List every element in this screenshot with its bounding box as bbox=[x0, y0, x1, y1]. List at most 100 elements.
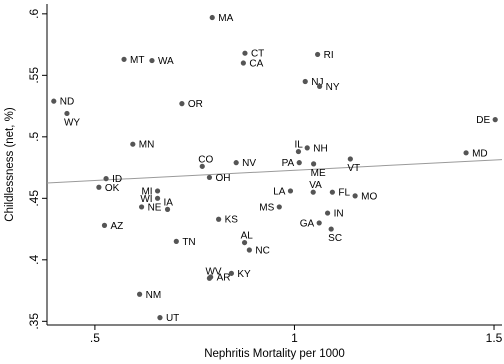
point-label-md: MD bbox=[472, 148, 488, 159]
data-point-az bbox=[101, 222, 108, 228]
y-tick-label: .4 bbox=[27, 254, 41, 264]
data-point-tn bbox=[173, 238, 179, 244]
point-label-va: VA bbox=[309, 180, 322, 191]
data-point-ar bbox=[208, 274, 214, 280]
data-point-vt bbox=[347, 156, 353, 162]
data-point-ny bbox=[317, 83, 323, 90]
point-label-nc: NC bbox=[255, 245, 269, 256]
data-point-pa bbox=[296, 160, 302, 166]
point-label-mo: MO bbox=[361, 191, 377, 202]
point-label-ca: CA bbox=[249, 59, 263, 70]
point-label-nh: NH bbox=[313, 143, 327, 154]
data-point-ks bbox=[216, 216, 222, 222]
point-label-ma: MA bbox=[218, 13, 233, 24]
y-axis-title: Childlessness (net, %) bbox=[4, 107, 16, 222]
axes: .5 1 1.5 .35 .4 .45 .5 .55 .6 bbox=[27, 4, 503, 345]
point-label-mi: MI bbox=[141, 186, 152, 197]
data-point-sc bbox=[328, 226, 334, 232]
x-tick-label: 1.5 bbox=[486, 331, 503, 345]
data-point-ok bbox=[96, 184, 102, 190]
point-label-ri: RI bbox=[324, 50, 334, 61]
point-label-wa: WA bbox=[158, 56, 174, 67]
data-point-mo bbox=[352, 193, 358, 199]
point-label-ok: OK bbox=[105, 183, 120, 194]
data-point-in bbox=[324, 210, 331, 216]
data-point-fl bbox=[329, 189, 335, 195]
y-tick-label: .35 bbox=[27, 313, 41, 330]
point-label-nd: ND bbox=[60, 97, 74, 108]
data-point-nd bbox=[51, 98, 57, 104]
point-label-wy: WY bbox=[64, 117, 80, 128]
point-label-fl: FL bbox=[338, 188, 350, 199]
point-label-ny: NY bbox=[326, 82, 340, 93]
point-label-oh: OH bbox=[215, 173, 230, 184]
point-label-wi: WI bbox=[140, 194, 152, 205]
x-tick-label: .5 bbox=[90, 331, 100, 345]
data-point-wy bbox=[64, 110, 70, 117]
y-ticks: .35 .4 .45 .5 .55 .6 bbox=[27, 9, 47, 330]
data-point-co bbox=[199, 163, 205, 169]
point-label-al: AL bbox=[241, 231, 254, 242]
x-tick-label: 1 bbox=[291, 331, 298, 345]
point-label-ms: MS bbox=[259, 202, 274, 213]
point-label-co: CO bbox=[198, 154, 213, 165]
point-label-in: IN bbox=[334, 209, 344, 220]
point-label-mt: MT bbox=[130, 55, 144, 66]
y-tick-label: .6 bbox=[27, 9, 41, 19]
data-point-ut bbox=[157, 315, 163, 321]
point-label-nm: NM bbox=[146, 290, 162, 301]
data-point-md bbox=[463, 150, 469, 156]
point-label-il: IL bbox=[294, 140, 303, 151]
point-label-id: ID bbox=[112, 174, 122, 185]
point-label-ne: NE bbox=[148, 202, 162, 213]
point-label-me: ME bbox=[311, 168, 326, 179]
data-points: MA CT RI MT WA CA NJ NY ND OR WY DE MN IL NH MD CO PA NV VT… bbox=[51, 13, 498, 324]
data-point-ia bbox=[164, 206, 171, 212]
y-tick-label: .45 bbox=[27, 190, 41, 207]
data-point-va bbox=[310, 189, 316, 195]
data-point-mt bbox=[121, 56, 127, 62]
point-label-or: OR bbox=[188, 99, 203, 110]
data-point-ca bbox=[240, 60, 246, 66]
data-point-nv bbox=[233, 160, 239, 166]
data-point-me bbox=[311, 161, 317, 167]
data-point-ky bbox=[228, 270, 234, 276]
y-tick-label: .5 bbox=[27, 132, 41, 142]
data-point-la bbox=[287, 188, 294, 194]
x-axis-title: Nephritis Mortality per 1000 bbox=[204, 348, 345, 360]
point-label-nv: NV bbox=[242, 158, 256, 169]
point-label-ut: UT bbox=[166, 313, 179, 324]
data-point-or bbox=[179, 101, 185, 107]
data-point-ms bbox=[276, 204, 282, 210]
data-point-wa bbox=[149, 57, 155, 64]
point-label-pa: PA bbox=[282, 158, 295, 169]
point-label-ar: AR bbox=[217, 273, 231, 284]
y-tick-label: .55 bbox=[27, 67, 41, 84]
data-point-nh bbox=[304, 145, 310, 151]
data-point-id bbox=[103, 176, 109, 182]
point-label-de: DE bbox=[476, 115, 490, 126]
point-label-ia: IA bbox=[164, 197, 174, 208]
point-label-ks: KS bbox=[225, 215, 239, 226]
data-point-mn bbox=[130, 141, 136, 147]
point-label-la: LA bbox=[273, 186, 286, 197]
data-point-mi bbox=[154, 188, 161, 194]
data-point-ga bbox=[316, 220, 322, 226]
data-point-ma bbox=[209, 14, 215, 21]
data-point-ri bbox=[315, 51, 321, 58]
data-point-il bbox=[295, 148, 302, 155]
data-point-de bbox=[492, 117, 498, 123]
data-point-ne bbox=[138, 204, 145, 210]
data-point-oh bbox=[206, 174, 213, 181]
fit-line bbox=[46, 159, 503, 184]
data-point-nc bbox=[246, 247, 252, 253]
data-point-ct bbox=[242, 50, 248, 56]
point-label-ga: GA bbox=[300, 218, 315, 229]
data-point-wi bbox=[154, 195, 161, 201]
point-label-ct: CT bbox=[251, 49, 264, 60]
point-label-wv: WV bbox=[205, 266, 221, 277]
point-label-mn: MN bbox=[139, 140, 155, 151]
point-label-vt: VT bbox=[347, 163, 360, 174]
data-point-nj bbox=[302, 78, 308, 85]
